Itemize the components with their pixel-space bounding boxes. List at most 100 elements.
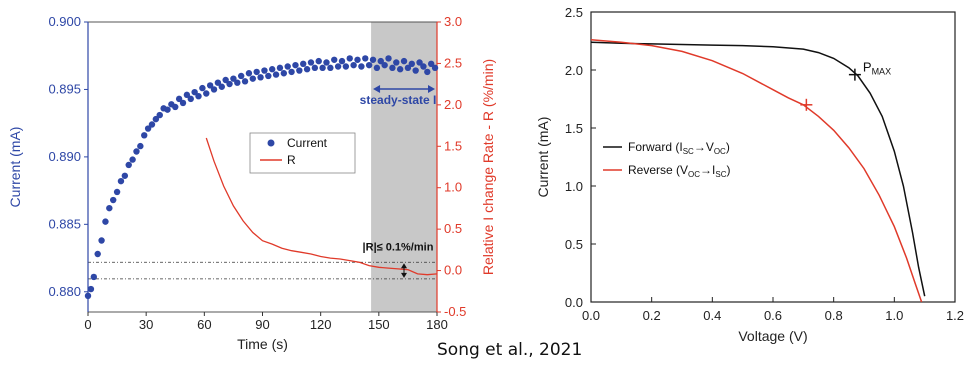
- current-point: [292, 61, 299, 69]
- current-point: [195, 92, 202, 100]
- x-tick-label: 30: [139, 317, 153, 332]
- current-point: [393, 59, 400, 66]
- current-point: [87, 285, 95, 293]
- y2-tick-label: -0.5: [444, 304, 466, 319]
- current-point: [152, 115, 160, 123]
- current-point: [280, 70, 288, 77]
- y-tick-label: 0.900: [48, 14, 81, 29]
- current-point: [261, 67, 268, 74]
- current-point: [90, 273, 98, 281]
- left-right-axis-ticks: -0.5 0.0 0.5 1.0 1.5 2.0 2.5 3.0: [437, 14, 466, 319]
- current-point: [210, 86, 218, 93]
- reverse-pmax-marker: [800, 98, 813, 111]
- y2-tick-label: 1.0: [444, 180, 462, 195]
- current-point: [199, 84, 206, 92]
- iv-curve-chart: 0.0 0.2 0.4 0.6 0.8 1.0 1.2 0.0 0.5 1.0 1.5 2.0 2.5…: [535, 5, 964, 344]
- current-point: [253, 68, 260, 76]
- y-tick-label: 1.5: [565, 121, 583, 136]
- y-tick-label: 2.0: [565, 63, 583, 78]
- current-point: [222, 76, 229, 84]
- x-tick-label: 1.0: [885, 308, 903, 323]
- current-point: [172, 103, 179, 111]
- current-point: [110, 196, 117, 204]
- x-tick-label: 0.2: [643, 308, 661, 323]
- current-point: [385, 55, 392, 62]
- right-y-ticks: 0.0 0.5 1.0 1.5 2.0 2.5: [565, 5, 596, 310]
- current-point: [164, 106, 171, 113]
- current-point: [296, 67, 303, 74]
- current-point: [342, 63, 350, 70]
- right-legend: Forward (ISC→VOC) Reverse (VOC→ISC): [603, 140, 731, 179]
- current-point: [404, 64, 412, 72]
- reverse-series-line: [590, 39, 923, 303]
- current-point: [133, 148, 140, 155]
- current-point: [373, 64, 381, 72]
- current-point: [369, 56, 377, 63]
- current-point: [226, 80, 233, 88]
- current-point: [424, 68, 431, 76]
- current-point: [234, 79, 241, 86]
- y-tick-label: 0.885: [48, 216, 81, 231]
- current-point: [400, 57, 408, 65]
- y2-tick-label: 2.0: [444, 97, 462, 112]
- current-point: [268, 66, 276, 73]
- x-tick-label: 60: [197, 317, 211, 332]
- current-point: [230, 75, 237, 82]
- y2-tick-label: 2.5: [444, 55, 462, 70]
- current-point: [214, 79, 222, 86]
- current-point: [420, 63, 427, 70]
- x-tick-label: 0.8: [825, 308, 843, 323]
- current-point: [334, 63, 342, 70]
- current-point: [125, 161, 132, 169]
- current-point: [156, 111, 163, 119]
- right-x-ticks: 0.0 0.2 0.4 0.6 0.8 1.0 1.2: [582, 297, 964, 323]
- current-point: [148, 121, 156, 128]
- steady-state-arrow: [373, 85, 435, 93]
- current-point: [191, 88, 198, 96]
- forward-series-line: [590, 41, 926, 297]
- y2-tick-label: 3.0: [444, 14, 462, 29]
- citation: Song et al., 2021: [437, 340, 583, 360]
- current-point: [377, 57, 384, 65]
- y-tick-label: 0.890: [48, 149, 81, 164]
- threshold-arrow: [401, 263, 407, 278]
- current-point: [102, 218, 109, 225]
- x-tick-label: 0.4: [703, 308, 721, 323]
- current-rate-chart: 0 30 60 90 120 150 180 0.880 0.885 0.890 0.895 0.9…: [7, 14, 496, 352]
- threshold-arrow-head-down: [401, 272, 407, 278]
- current-point: [412, 67, 419, 74]
- legend-forward-label: Forward (ISC→VOC): [628, 140, 730, 156]
- current-point: [389, 64, 396, 72]
- x-tick-label: 0.6: [764, 308, 782, 323]
- y2-tick-label: 1.5: [444, 138, 462, 153]
- threshold-lines: [88, 261, 437, 280]
- current-point: [218, 83, 225, 90]
- steady-arrow-head-left: [373, 85, 381, 93]
- left-y-axis-label: Current (mA): [7, 127, 23, 208]
- current-point: [358, 63, 365, 70]
- current-point: [327, 64, 334, 72]
- current-point: [84, 292, 92, 300]
- legend-r-label: R: [287, 153, 296, 167]
- x-tick-label: 150: [368, 317, 390, 332]
- current-point: [416, 59, 423, 66]
- current-point: [106, 204, 113, 212]
- current-point: [315, 57, 322, 65]
- current-point: [350, 61, 357, 69]
- current-point: [137, 142, 144, 150]
- y-tick-label: 0.880: [48, 284, 81, 299]
- legend-current-label: Current: [287, 136, 328, 150]
- current-point: [257, 74, 264, 81]
- x-tick-label: 120: [310, 317, 332, 332]
- legend-current-marker: [267, 139, 275, 147]
- current-point: [303, 66, 311, 73]
- current-point: [98, 237, 105, 244]
- current-point: [288, 68, 295, 76]
- x-tick-label: 1.2: [946, 308, 964, 323]
- current-point: [272, 71, 280, 78]
- left-y-ticks: 0.880 0.885 0.890 0.895 0.900: [48, 14, 88, 299]
- y-tick-label: 2.5: [565, 5, 583, 20]
- current-point: [179, 99, 187, 107]
- right-x-axis-label: Voltage (V): [738, 328, 807, 344]
- current-point: [331, 56, 338, 63]
